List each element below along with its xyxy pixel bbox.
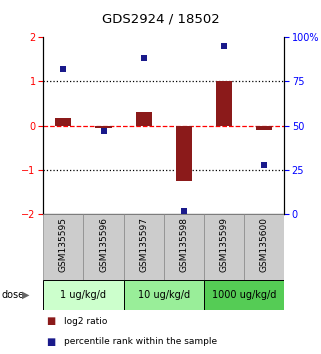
Text: log2 ratio: log2 ratio [64, 316, 108, 326]
Bar [43, 280, 124, 310]
Text: GSM135600: GSM135600 [259, 217, 269, 272]
Bar [164, 214, 204, 280]
Text: GDS2924 / 18502: GDS2924 / 18502 [102, 12, 219, 25]
Bar [204, 280, 284, 310]
Bar [83, 214, 124, 280]
Bar [204, 214, 244, 280]
Text: GSM135595: GSM135595 [59, 217, 68, 272]
Bar [124, 280, 204, 310]
Text: ▶: ▶ [22, 290, 29, 300]
Text: GSM135598: GSM135598 [179, 217, 188, 272]
Point [61, 66, 66, 72]
Bar [124, 214, 164, 280]
Text: 1000 ug/kg/d: 1000 ug/kg/d [212, 290, 276, 300]
Text: GSM135597: GSM135597 [139, 217, 148, 272]
Point [141, 56, 146, 61]
Point [221, 43, 226, 49]
Bar [135, 113, 152, 126]
Bar [55, 118, 71, 126]
Bar [256, 126, 272, 130]
Text: GSM135599: GSM135599 [219, 217, 229, 272]
Bar [176, 126, 192, 181]
Point [181, 208, 186, 213]
Point [101, 128, 106, 134]
Text: dose: dose [2, 290, 25, 300]
Text: 10 ug/kg/d: 10 ug/kg/d [138, 290, 190, 300]
Text: GSM135596: GSM135596 [99, 217, 108, 272]
Bar [95, 126, 111, 128]
Bar [244, 214, 284, 280]
Text: percentile rank within the sample: percentile rank within the sample [64, 337, 217, 346]
Point [261, 162, 266, 167]
Bar [216, 81, 232, 126]
Text: ■: ■ [47, 337, 56, 347]
Text: 1 ug/kg/d: 1 ug/kg/d [60, 290, 107, 300]
Text: ■: ■ [47, 316, 56, 326]
Bar [43, 214, 83, 280]
